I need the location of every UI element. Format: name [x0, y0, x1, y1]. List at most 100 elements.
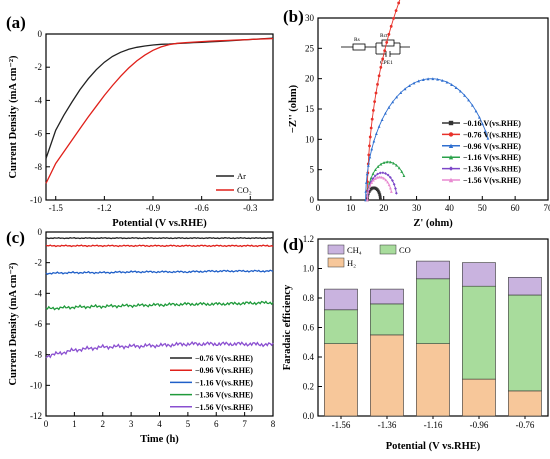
data-point [399, 91, 403, 95]
x-tick-label: -1.2 [97, 203, 111, 213]
panel-b: Rs Rct CPE1 0 10 20 30 40 50 60 70 0 5 10 15 20 25 30 Z' … [283, 0, 550, 229]
legend-swatch [379, 244, 397, 255]
data-point [392, 17, 395, 20]
bar-segment [324, 288, 358, 311]
data-point [436, 77, 439, 81]
y-tick-label: -2 [35, 258, 43, 268]
x-tick-label: 3 [129, 419, 134, 429]
panel-d: 0.0 0.2 0.4 0.6 0.8 1.0 1.2 Potential (V vs.RHE… [282, 234, 549, 452]
bar-segment [508, 390, 542, 417]
y-tick-label: 0.0 [303, 411, 315, 421]
data-point [365, 172, 369, 176]
bar-segment [416, 278, 450, 344]
x-tick-label: 2 [101, 419, 106, 429]
circuit-label: Rct [380, 33, 388, 39]
bar-segment [370, 303, 404, 336]
x-tick-label: 8 [271, 419, 276, 429]
data-point [377, 74, 381, 78]
bar-segment [416, 343, 450, 417]
x-axis-label: Potential (V vs.RHE) [112, 218, 207, 229]
x-tick-label: -1.16 [424, 420, 443, 430]
x-tick-label: 50 [478, 203, 488, 213]
x-axis-label: Z' (ohm) [413, 218, 453, 229]
data-point [388, 160, 392, 164]
data-point [385, 160, 389, 164]
data-point [378, 193, 382, 197]
legend-label: H₂ [347, 258, 356, 268]
data-point [389, 186, 392, 190]
data-point [463, 93, 466, 97]
x-tick-label: 4 [157, 419, 162, 429]
data-point [382, 161, 386, 164]
x-tick-label: 0 [44, 419, 49, 429]
data-point [374, 91, 378, 95]
y-axis-label: Faradaic efficiency [282, 284, 293, 370]
series-line [45, 300, 274, 311]
data-point [408, 84, 411, 87]
y-tick-label: 0.6 [303, 323, 315, 333]
legend-label: Ar [237, 171, 246, 181]
legend-label: −1.36 V(vs.RHE) [463, 165, 521, 174]
data-point [486, 136, 490, 140]
data-point [470, 103, 474, 107]
data-point [412, 81, 416, 85]
series-line [45, 37, 274, 159]
data-point [376, 175, 379, 179]
y-tick-label: 10 [305, 134, 315, 144]
data-point [377, 124, 381, 128]
legend-label: CO [399, 245, 411, 255]
legend-label: −0.96 V(vs.RHE) [195, 366, 253, 375]
data-point [371, 172, 375, 175]
data-point [395, 95, 399, 99]
legend-marker [448, 155, 454, 160]
panel-a: -1.5 -1.2 -0.9 -0.6 -0.3 0 -2 -4 -6 -8 -10 Potentia… [6, 13, 274, 229]
legend-swatch [327, 257, 345, 268]
data-point [379, 197, 382, 201]
y-tick-label: -10 [30, 380, 42, 390]
panel-c: 0 1 2 3 4 5 6 7 8 0 -2 -4 -6 -8 -10 -12 Time (h) Current … [6, 227, 276, 445]
data-point [397, 166, 401, 170]
x-tick-label: 5 [186, 419, 191, 429]
bar-segment [324, 309, 358, 344]
series-line [45, 37, 274, 184]
data-point [381, 57, 385, 61]
y-tick-label: -8 [35, 350, 43, 360]
data-point [368, 183, 372, 187]
data-point [392, 161, 395, 165]
data-point [376, 165, 380, 168]
data-point [366, 190, 370, 194]
x-tick-label: 6 [214, 419, 219, 429]
x-axis-label: Time (h) [140, 434, 179, 445]
data-point [372, 139, 376, 143]
data-point [417, 79, 421, 83]
data-point [391, 100, 395, 104]
data-point [450, 83, 453, 86]
data-point [374, 132, 378, 135]
data-point [366, 163, 370, 167]
data-point [403, 87, 407, 91]
data-point [384, 172, 387, 175]
panel-label: (c) [6, 228, 25, 247]
x-tick-label: -0.76 [516, 420, 535, 430]
data-point [481, 122, 484, 126]
x-tick-label: 0 [316, 203, 321, 213]
y-axis-label: −Z'' (ohm) [288, 84, 299, 133]
x-tick-label: -0.3 [243, 203, 258, 213]
data-point [389, 190, 393, 193]
x-tick-label: 40 [445, 203, 455, 213]
y-tick-label: -2 [35, 62, 43, 72]
data-point [364, 181, 368, 184]
data-point [384, 111, 387, 115]
bar-segment [416, 260, 450, 280]
data-point [384, 178, 388, 182]
legend-marker [448, 132, 454, 137]
data-point [376, 82, 379, 86]
data-point [388, 176, 392, 179]
data-point [402, 174, 406, 178]
legend-label: −0.16 V(vs.RHE) [463, 119, 521, 128]
data-point [394, 187, 397, 190]
data-point [380, 175, 384, 179]
data-point [387, 183, 391, 187]
data-point [445, 80, 449, 84]
